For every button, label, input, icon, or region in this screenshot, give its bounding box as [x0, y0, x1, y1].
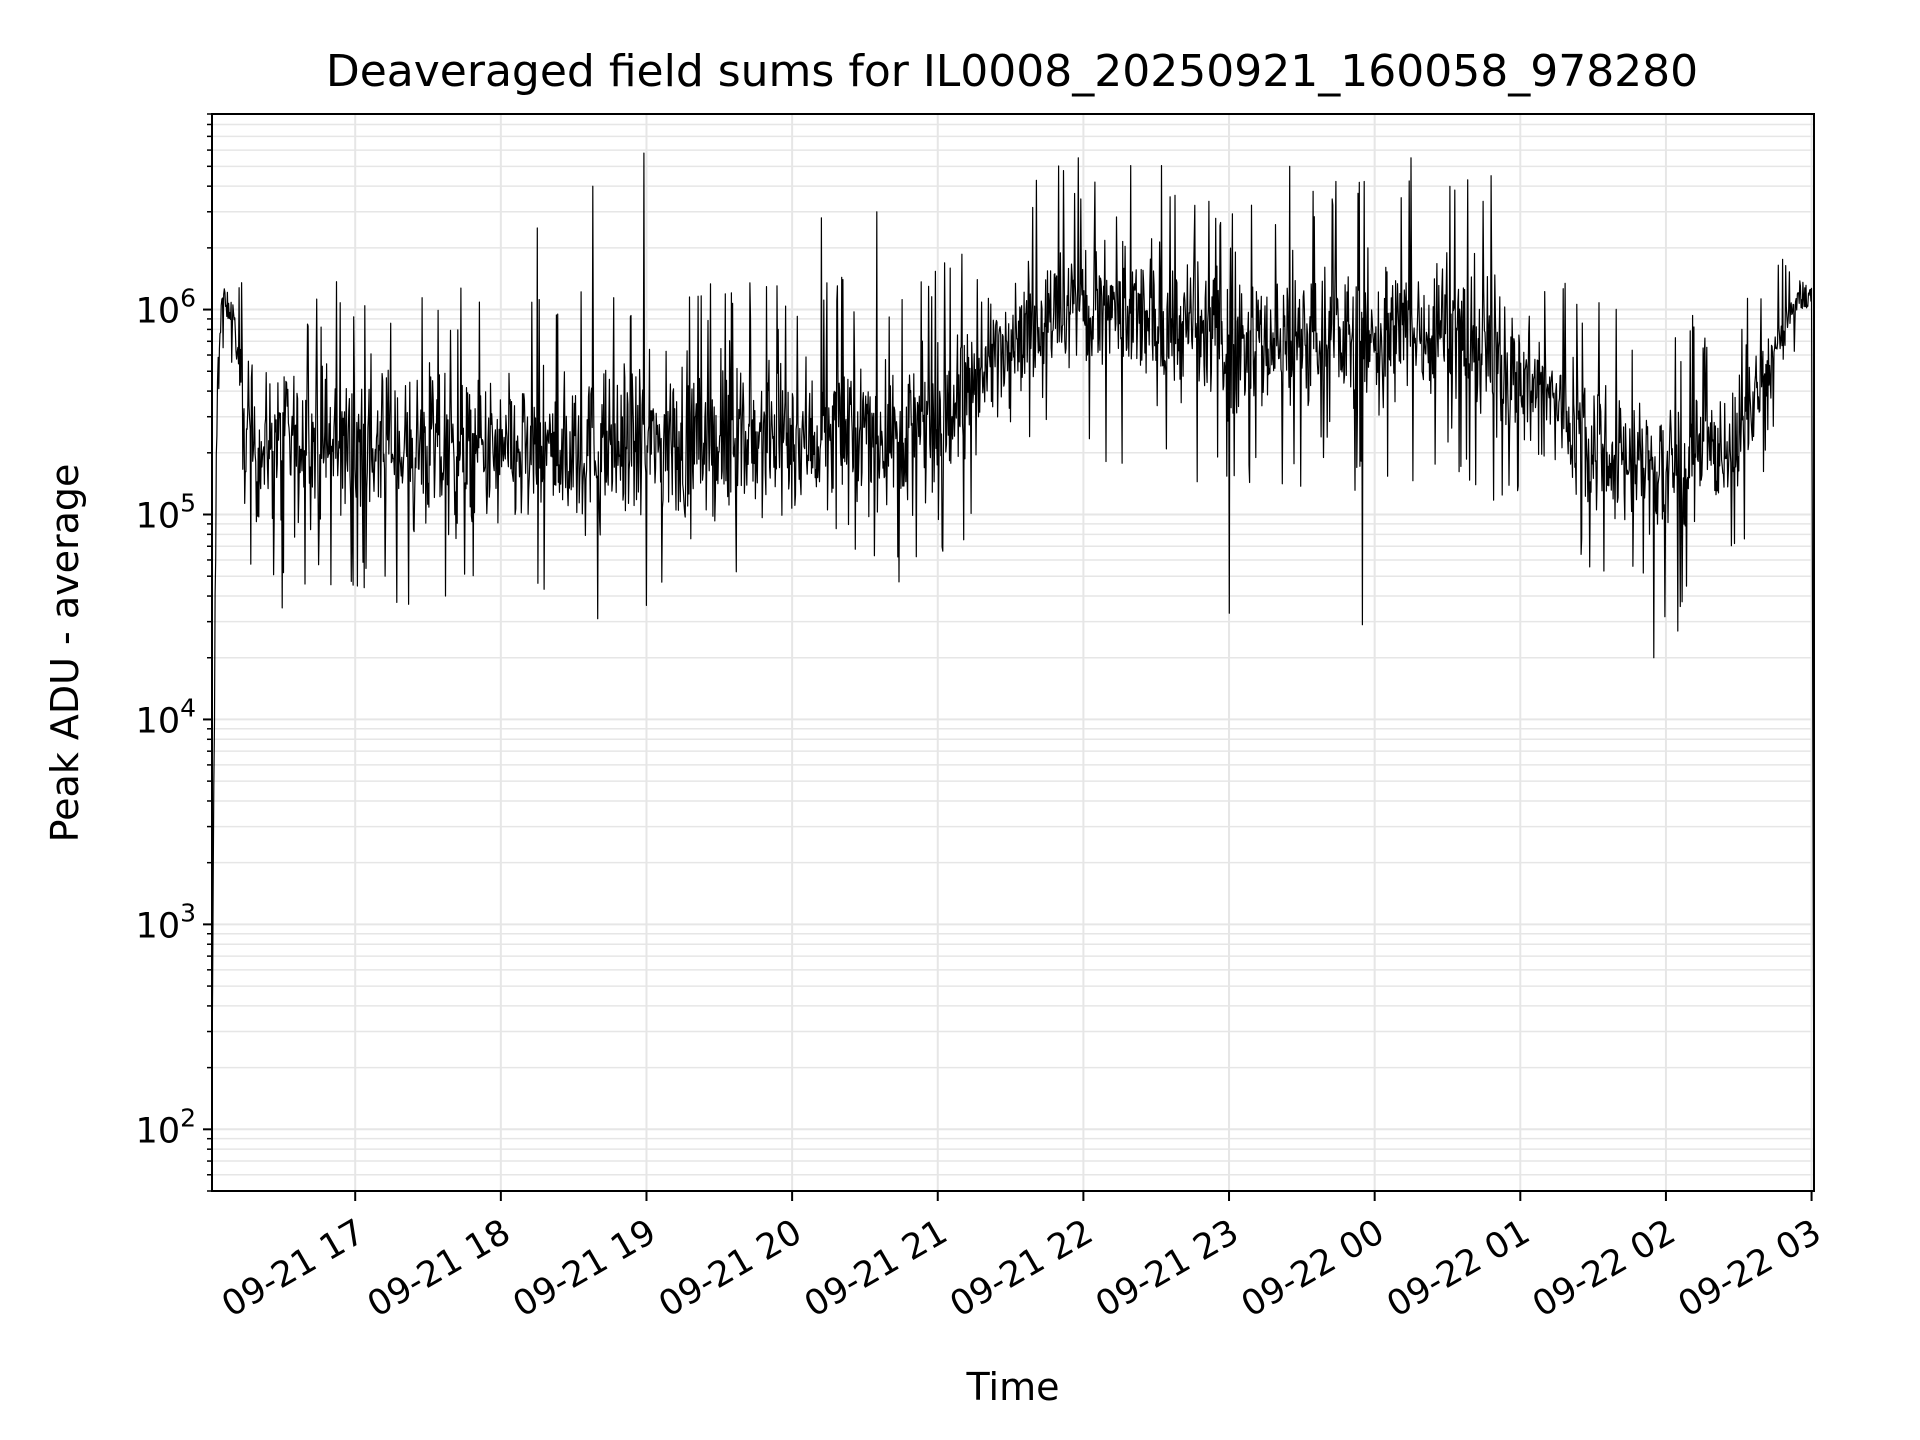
- series-line: [211, 152, 1815, 1175]
- series-path: [211, 152, 1815, 1175]
- minor-grid: [212, 113, 1814, 1192]
- y-tick-label: 105: [136, 488, 196, 536]
- x-axis-label: Time: [966, 1365, 1060, 1409]
- y-axis: 102 103 104 105 106: [136, 113, 212, 1192]
- y-tick-label: 106: [136, 284, 196, 332]
- chart-title: Deaveraged field sums for IL0008_2025092…: [326, 46, 1698, 97]
- plot-frame: [211, 113, 1815, 1192]
- y-tick-label: 103: [136, 898, 196, 946]
- y-tick-label: 102: [136, 1103, 196, 1151]
- y-axis-label: Peak ADU - average: [43, 464, 87, 843]
- y-tick-label: 104: [136, 693, 196, 741]
